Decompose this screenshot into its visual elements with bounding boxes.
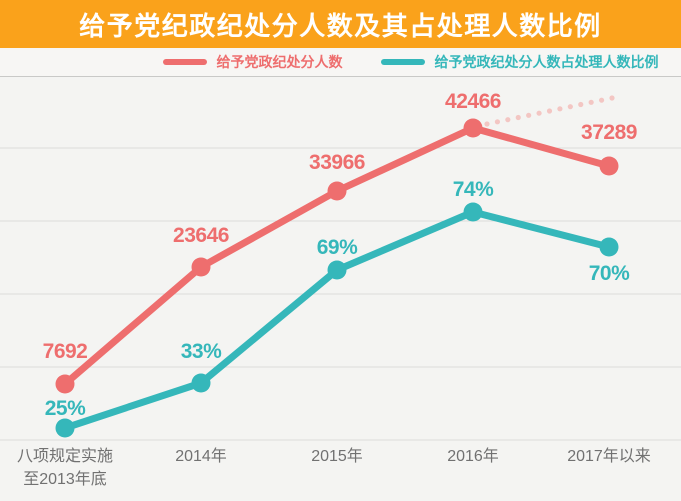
x-axis-label-2: 2015年 [311, 447, 363, 465]
dotted-projection-dot [536, 110, 542, 116]
punished-ratio-value-label-0: 25% [45, 397, 86, 420]
dotted-projection-dot [546, 108, 553, 114]
chart-header: 给予党纪政纪处分人数及其占处理人数比例 [0, 0, 681, 48]
punished-count-value-label-3: 42466 [445, 90, 501, 113]
punished-count-point-4 [599, 156, 619, 176]
punished-count-value-label-1: 23646 [173, 224, 229, 247]
punished-ratio-point-1 [191, 373, 211, 393]
punished-count-value-label-4: 37289 [581, 121, 637, 144]
dotted-projection-dot [557, 106, 563, 112]
dotted-projection-dot [588, 99, 594, 105]
red-line-swatch-icon [162, 59, 207, 65]
punished-count-point-2 [327, 181, 347, 201]
x-axis-label-3: 2016年 [447, 447, 499, 465]
punished-ratio-point-0 [55, 418, 75, 438]
legend-item-count: 给予党政纪处分人数 [162, 52, 343, 72]
dotted-projection-dot [505, 117, 511, 123]
punished-ratio-value-label-4: 70% [589, 262, 630, 285]
x-axis-label-4: 2017年以来 [567, 447, 651, 465]
punished-ratio-point-2 [327, 260, 347, 280]
punished-ratio-point-4 [599, 237, 619, 257]
punished-count-value-label-2: 33966 [309, 151, 365, 174]
dotted-projection-dot [526, 112, 532, 118]
dotted-projection-dot [515, 114, 521, 121]
chart-title: 给予党纪政纪处分人数及其占处理人数比例 [79, 10, 602, 41]
punished-count-point-0 [55, 374, 75, 394]
line-chart-canvas: 7692 23646 33966 42466 37289 25% 33% 69% 74% 70% 八… [0, 90, 681, 488]
dotted-projection-dot [609, 95, 615, 101]
legend-label-ratio: 给予党政纪处分人数占处理人数比例 [434, 54, 659, 70]
legend-label-count: 给予党政纪处分人数 [216, 54, 343, 70]
dotted-projection-dot [484, 121, 490, 127]
x-axis-label-0: 八项规定实施至2013年底 [17, 447, 113, 488]
punished-count-value-label-0: 7692 [43, 340, 88, 363]
punished-ratio-value-label-1: 33% [181, 340, 222, 363]
dotted-projection-dot [567, 104, 573, 110]
punished-ratio-value-label-3: 74% [453, 178, 494, 201]
chart-legend: 给予党政纪处分人数 给予党政纪处分人数占处理人数比例 [0, 48, 681, 77]
teal-line-swatch-icon [380, 59, 425, 65]
punished-ratio-point-3 [463, 202, 483, 222]
chart-area: 7692 23646 33966 42466 37289 25% 33% 69% 74% 70% 八… [0, 77, 681, 500]
punished-count-point-3 [463, 118, 483, 138]
x-axis-label-1: 2014年 [175, 447, 227, 465]
punished-ratio-value-label-2: 69% [317, 236, 358, 259]
legend-item-ratio: 给予党政纪处分人数占处理人数比例 [380, 52, 659, 72]
dotted-projection-dot [598, 97, 605, 103]
punished-count-point-1 [191, 257, 211, 277]
dotted-projection-dot [494, 119, 501, 125]
dotted-projection-dot [578, 101, 584, 108]
